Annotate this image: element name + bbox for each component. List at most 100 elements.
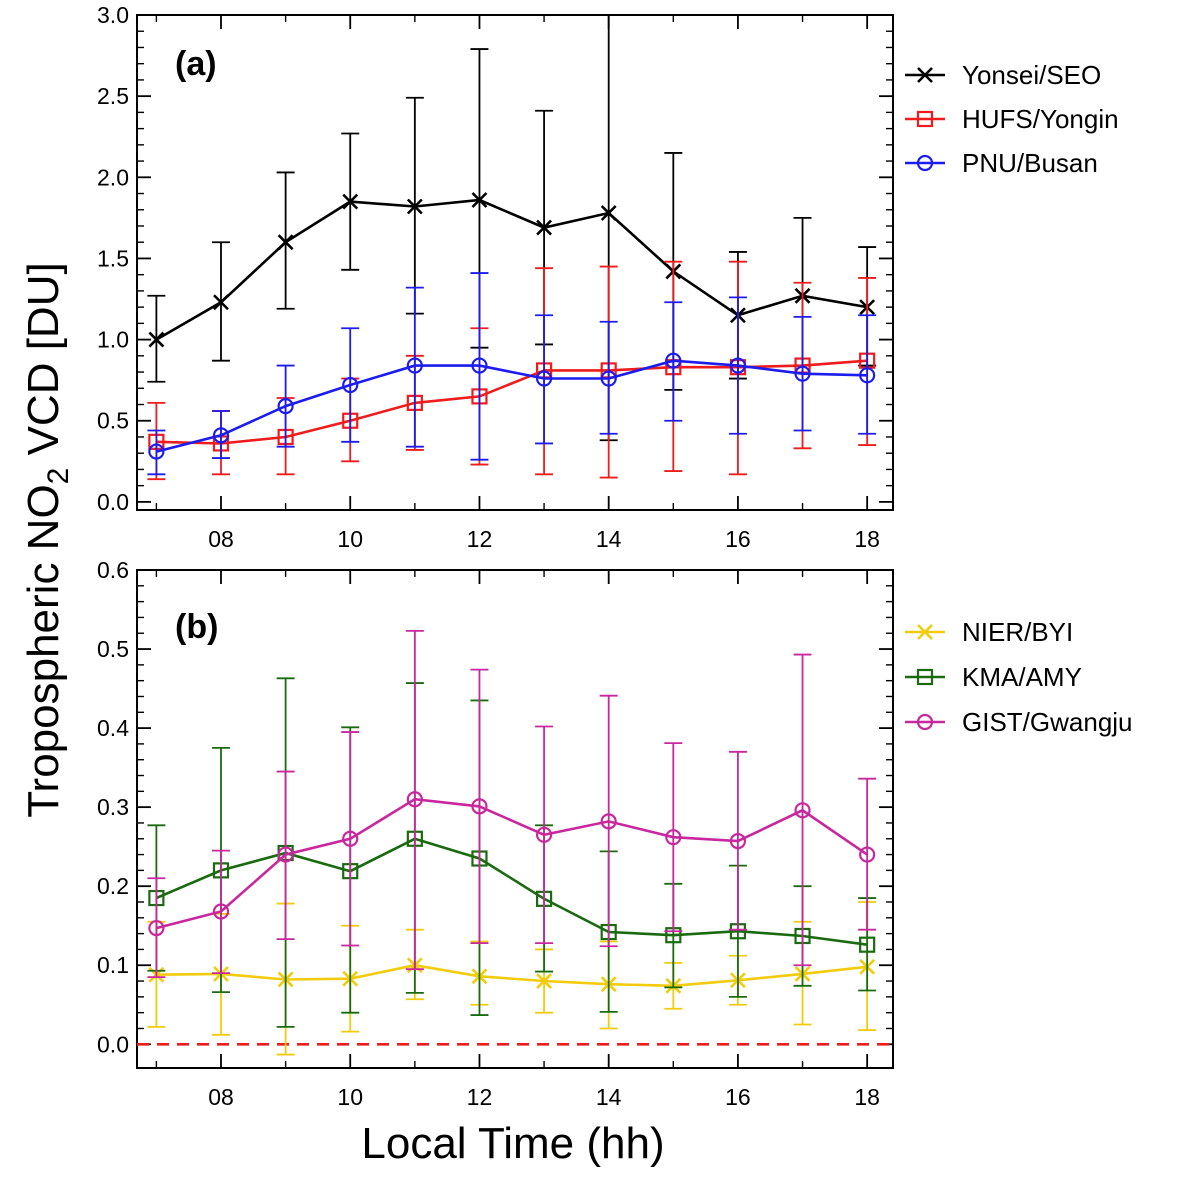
panel-a-series-yonsei-seo-point [600,205,617,221]
panel-a-series-yonsei-seo-point-stroke-2 [536,219,552,236]
panel-b-x-tick-label: 12 [467,1084,493,1110]
panel-a-series-yonsei-seo-point [342,193,359,210]
panel-a-legend-marker [916,110,934,128]
panel-a-series-pnu-busan-line [156,359,868,453]
panel-b-legend-label: NIER/BYI [962,617,1073,647]
panel-a-series-yonsei-seo-point-stroke-2 [342,193,359,210]
panel-b-plot-frame [136,569,894,1069]
panel-a-y-tick-label: 1.0 [97,327,129,353]
panel-a-series-pnu-busan-point [729,357,747,374]
panel-a-series-pnu-busan-point [859,367,876,384]
panel-a-series-pnu-busan-point [148,443,165,460]
panel-b-legend-marker [917,624,933,640]
panel-a-label: (a) [175,45,217,83]
panel-a-legend-label: Yonsei/SEO [962,60,1101,90]
panel-a-legend-entry: PNU/Busan [905,148,1098,178]
panel-b-x-tick-label: 14 [596,1084,622,1110]
panel-a-series-pnu-busan-point [600,370,617,387]
panel-b-x-tick-label: 10 [337,1084,363,1110]
y-axis-title-subscript: 2 [42,468,75,485]
panel-b-y-tick-label: 0.1 [97,952,129,978]
panel-a-series-pnu-busan-point [665,352,682,369]
panel-a-y-tick-label: 1.5 [97,245,129,271]
panel-a-series-yonsei-seo-point [277,234,294,251]
panel-b-legend-entry: KMA/AMY [905,662,1082,692]
panel-a-plot-frame [136,14,894,511]
panel-a-series-pnu-busan-point [471,357,488,374]
panel-a-legend-marker-stroke-2 [917,67,933,83]
panel-a-legend-label: HUFS/Yongin [962,104,1119,134]
panel-b-x-tick-label: 08 [208,1084,234,1110]
panel-a-series-yonsei-seo-point-stroke-2 [213,294,229,311]
panel-b-y-tick-label: 0.2 [97,873,129,899]
panel-a-series-pnu-busan-point [342,376,359,394]
panel-a-series-pnu-busan-point [212,427,230,444]
panel-b-legend-marker [916,668,934,686]
panel-b-y-tick-label: 0.4 [97,715,129,741]
panel-b-series-nier-byi-point [536,973,552,989]
panel-b-series-gist-gwangju-point [471,798,488,815]
panel-a-series-yonsei-seo [147,15,877,442]
panel-a-x-tick-label: 14 [596,526,622,552]
panel-b-y-tick-label: 0.0 [97,1031,129,1057]
panel-a-series-pnu-busan-point [535,370,553,387]
panel-a-legend-marker [917,67,933,83]
panel-a-y-tick-label: 0.5 [97,408,129,434]
panel-a-series-yonsei-seo-point [406,198,423,215]
panel-b-legend-label: KMA/AMY [962,662,1082,692]
panel-b-series-gist-gwangju-point [859,846,876,863]
panel-a-y-tick-label: 2.5 [97,83,129,109]
panel-a-x-tick-label: 18 [854,526,880,552]
panel-a-legend-entry: HUFS/Yongin [905,104,1119,134]
panel-b-x-tick-label: 16 [725,1084,751,1110]
panel-a-y-tick-label: 3.0 [97,2,129,28]
panel-b-y-tick-label: 0.5 [97,636,129,662]
panel-b-series-nier-byi-point-stroke-2 [536,973,552,989]
panel-b-legend-entry: NIER/BYI [905,617,1073,647]
panel-b-legend-marker-stroke-2 [917,624,933,640]
panel-b-legend-entry: GIST/Gwangju [905,707,1133,737]
panel-a-legend-label: PNU/Busan [962,148,1098,178]
panel-a-x-tick-label: 10 [337,526,363,552]
panel-a-legend-marker [916,154,934,172]
panel-b-series-gist-gwangju-point [212,903,230,920]
panel-b-x-tick-label: 18 [854,1084,880,1110]
panel-a-legend-entry: Yonsei/SEO [905,60,1101,90]
panel-b-series-kma-amy-point [859,936,876,953]
panel-b-y-tick-label: 0.3 [97,794,129,820]
panel-a-series-pnu-busan-point [277,398,294,415]
panels: 0.0 0.5 1.0 1.5 2.0 2.5 3.0 08 10 12 14 16 18 Yonsei/… [97,2,1133,1110]
panel-a-series-yonsei-seo-point-stroke-2 [277,234,294,251]
panel-a-x-tick-label: 12 [467,526,493,552]
panel-b-y-tick-label: 0.6 [97,557,129,583]
panel-b-series-kma-amy [147,677,877,1028]
panel-b-series-gist-gwangju-point [342,830,359,847]
panel-a-series-yonsei-seo-point [213,294,229,311]
panel-a-series-pnu-busan-point [406,357,423,374]
y-axis-title-main: Tropospheric NO [19,484,68,817]
panel-b-series-nier-byi [147,901,877,1056]
panel-a-series-pnu-busan-point [794,365,811,382]
panel-a-series-pnu-busan [147,272,877,476]
panel-b-series-gist-gwangju-point [600,813,617,830]
panel-a-series-yonsei-seo-point-stroke-2 [471,192,488,208]
panel-a-series-yonsei-seo-point [471,192,488,208]
panel-a-y-tick-label: 2.0 [97,164,129,190]
panel-a: 0.0 0.5 1.0 1.5 2.0 2.5 3.0 08 10 12 14 16 18 Yonsei/… [97,2,1119,552]
panel-a-series-yonsei-seo-point-stroke-2 [406,198,423,215]
panel-b-legend-marker [916,713,934,731]
panel-b-series-gist-gwangju-point [665,829,682,846]
panel-b-series-gist-gwangju-point [148,919,165,937]
panel-b: 0.0 0.1 0.2 0.3 0.4 0.5 0.6 08 10 12 14 16 18 NIER/BY… [97,557,1133,1110]
panel-a-series-yonsei-seo-line [155,198,868,341]
panel-b-series-gist-gwangju-point [277,846,294,863]
panel-b-series-gist-gwangju-point [729,833,747,850]
y-axis-title: Tropospheric NO2 VCD [DU] [19,262,75,817]
panel-b-series-gist-gwangju [147,629,877,978]
panel-a-y-tick-label: 0.0 [97,489,129,515]
panel-b-legend-label: GIST/Gwangju [962,707,1133,737]
y-axis-title-rest: VCD [DU] [19,262,68,467]
panel-b-series-gist-gwangju-point [794,802,811,819]
panel-b-series-nier-byi-line [156,963,868,988]
